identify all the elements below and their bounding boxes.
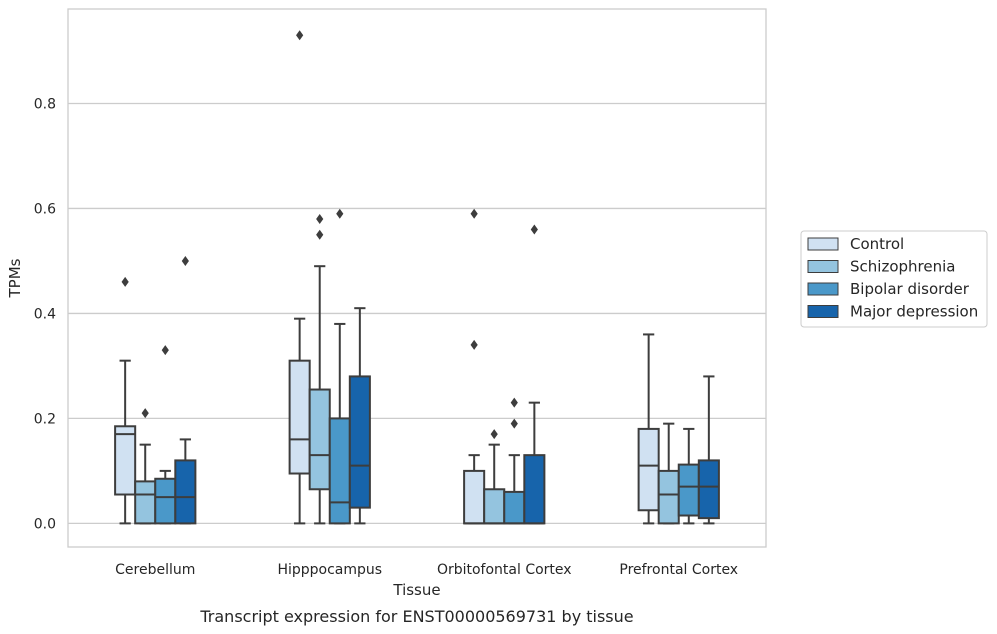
legend-label: Schizophrenia	[850, 258, 955, 276]
box-rect	[308, 388, 331, 491]
outlier-marker	[316, 229, 324, 240]
box-rect	[697, 459, 720, 520]
outlier-marker	[530, 224, 538, 235]
x-axis-title: Tissue	[392, 581, 440, 599]
outlier-marker	[316, 213, 324, 224]
box-group	[328, 208, 351, 525]
box-group	[134, 408, 157, 525]
y-tick-label: 0.6	[34, 201, 56, 217]
legend-label: Major depression	[850, 303, 978, 321]
legend-label: Control	[850, 235, 904, 253]
box-group	[154, 345, 177, 525]
outlier-marker	[161, 345, 169, 356]
box-group	[523, 224, 546, 525]
x-tick-label: Hipppocampus	[277, 562, 382, 578]
box-rect	[463, 469, 486, 525]
outlier-marker	[490, 429, 498, 440]
legend-swatch	[807, 282, 839, 296]
legend: Control Schizophrenia Bipolar disorder Majo…	[800, 230, 988, 328]
outlier-marker	[510, 397, 518, 408]
figure-caption: Transcript expression for ENST0000056973…	[199, 607, 633, 626]
outlier-marker	[470, 339, 478, 350]
y-tick-label: 0.4	[34, 306, 56, 322]
x-tick-label: Cerebellum	[115, 562, 195, 578]
box-rect	[637, 427, 660, 512]
box-group	[657, 422, 680, 525]
legend-swatch	[807, 260, 839, 273]
box-rect	[657, 469, 680, 525]
outlier-marker	[470, 208, 478, 219]
y-tick-label: 0.8	[34, 96, 56, 112]
outlier-marker	[121, 276, 129, 287]
box-plot-area	[114, 30, 720, 525]
legend-label: Bipolar disorder	[850, 280, 970, 298]
x-tick-label: Orbitofontal Cortex	[437, 562, 572, 578]
box-rect	[328, 417, 351, 525]
y-tick-label: 0.0	[34, 516, 56, 532]
box-rect	[134, 480, 157, 525]
box-rect	[348, 375, 371, 509]
outlier-marker	[510, 418, 518, 429]
box-rect	[677, 463, 700, 517]
legend-swatch	[807, 305, 839, 318]
box-group	[174, 255, 197, 525]
box-group	[637, 333, 660, 525]
x-tick-labels: Cerebellum Hipppocampus Orbitofontal Corte…	[115, 562, 738, 578]
box-group	[348, 307, 371, 525]
box-rect	[174, 459, 197, 525]
plot-frame	[67, 8, 767, 548]
y-tick-label: 0.2	[34, 411, 56, 427]
outlier-marker	[141, 408, 149, 419]
box-group	[114, 276, 137, 525]
box-group	[483, 429, 506, 525]
box-rect	[154, 477, 177, 525]
outlier-marker	[296, 30, 304, 41]
box-group	[288, 30, 311, 525]
x-tick-label: Prefrontal Cortex	[619, 562, 738, 578]
legend-frame	[800, 230, 988, 328]
y-tick-labels: 0.0 0.2 0.4 0.6 0.8	[34, 96, 56, 532]
box-rect	[483, 488, 506, 525]
box-rect	[523, 454, 546, 525]
outlier-marker	[181, 255, 189, 266]
box-rect	[288, 359, 311, 475]
box-rect	[503, 490, 526, 525]
box-group	[503, 397, 526, 525]
y-axis-title: TPMs	[6, 258, 24, 298]
outlier-marker	[336, 208, 344, 219]
box-group	[697, 375, 720, 525]
box-rect	[114, 425, 137, 496]
legend-swatch	[807, 237, 839, 251]
